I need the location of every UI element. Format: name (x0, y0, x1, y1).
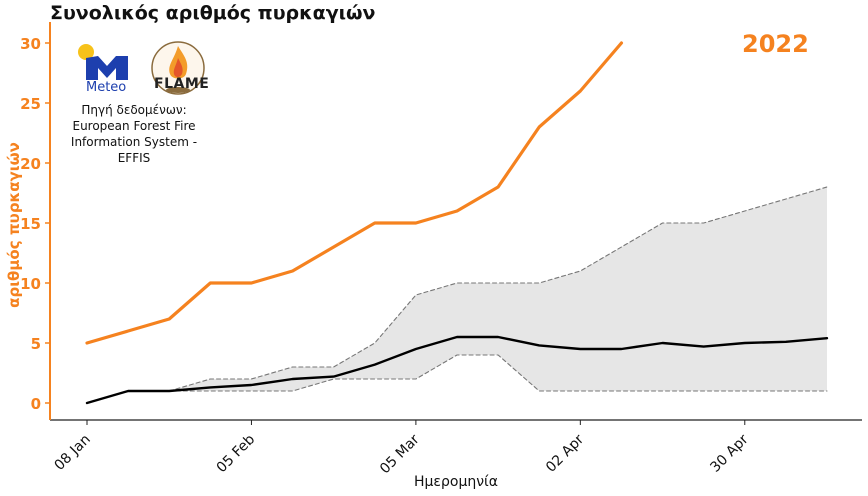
y-tick-label: 25 (20, 95, 41, 113)
x-tick-label: 30 Apr (707, 431, 751, 475)
x-tick-label: 02 Apr (543, 431, 587, 475)
chart-title: Συνολικός αριθμός πυρκαγιών (50, 2, 376, 24)
x-tick-label: 05 Mar (377, 431, 423, 477)
series-lower-line (86, 354, 828, 404)
meteo-logo-text: Meteo (86, 80, 127, 95)
x-tick-label: 08 Jan (52, 432, 94, 474)
flame-logo-text: FLAME (154, 76, 210, 92)
y-tick-label: 10 (20, 275, 41, 293)
y-tick-label: 5 (31, 335, 41, 353)
flame-logo (151, 41, 205, 95)
y-tick-label: 15 (20, 215, 41, 233)
y-tick-label: 0 (31, 395, 41, 413)
range-band (87, 187, 827, 403)
series-mean-line (85, 335, 829, 405)
x-axis-label: Ημερομηνία (414, 474, 498, 490)
series-current-year-line (85, 41, 624, 345)
meteo-logo (78, 44, 128, 80)
y-axis-label: αριθμός πυρκαγιών (5, 142, 23, 308)
x-tick-label: 05 Feb (214, 431, 259, 476)
series-upper-line (86, 186, 828, 404)
y-tick-label: 30 (20, 35, 41, 53)
year-label: 2022 (742, 30, 809, 58)
y-tick-label: 20 (20, 155, 41, 173)
source-note: Πηγή δεδομένων: European Forest Fire Inf… (70, 103, 198, 165)
